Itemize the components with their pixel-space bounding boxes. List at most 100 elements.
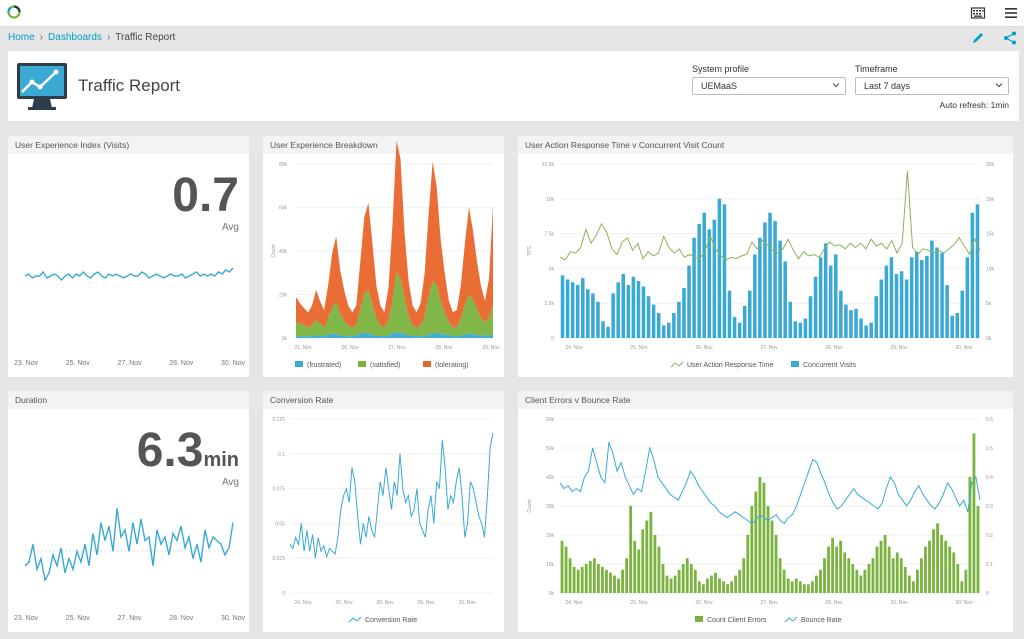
x-tick-label: 21. Nov [294,345,312,351]
bar [768,212,772,338]
chevron-down-icon [832,83,840,88]
bar [823,558,826,593]
x-tick-label: 30. Nov [458,600,476,606]
bar [867,564,871,593]
response-time-chart: 0 2.5k 5k 7.5k 10k 12.5k 0k 5k 10k 15k 20k 25k TPS 24… [527,162,995,369]
y-left-tick-label: 40k [546,475,555,481]
y-tick-label: 0.05 [275,521,285,527]
dashboard-header: Traffic Report System profile UEMaaS Tim… [8,51,1019,121]
bar [641,529,645,593]
y-left-tick-label: 2.5k [545,301,555,307]
bar [940,253,944,338]
bar [601,321,605,338]
client-errors-tile[interactable]: Client Errors v Bounce Rate 0k 10k 20k 30k 4… [518,391,1013,632]
bar [774,535,778,593]
keyboard-icon[interactable] [970,5,986,21]
bar [935,247,939,338]
bar [568,558,572,593]
bar [609,572,612,593]
bar [727,290,732,338]
bar [875,546,879,593]
x-tick-label: 28. Nov [825,345,843,351]
x-tick-label: 24. Nov [565,345,583,351]
bar [677,569,681,593]
bar [793,321,798,338]
bar [701,584,705,593]
bar [936,523,940,593]
legend-label: Conversion Rate [365,617,417,624]
series-line [24,267,234,282]
x-tick-label: 26. Nov [695,345,713,351]
y-right-tick-label: 15k [986,232,995,238]
area-frustrated [296,332,493,338]
tile-header: User Experience Index (Visits) [8,136,249,154]
timeframe-select[interactable]: Last 7 days [855,77,1009,95]
bar [692,237,696,338]
bar [730,581,734,593]
system-profile-select[interactable]: UEMaaS [692,77,846,95]
y-left-tick-label: 5k [549,266,555,272]
share-icon[interactable] [1002,30,1018,46]
bar [794,578,798,593]
bar [682,287,686,338]
response-time-tile[interactable]: User Action Response Time v Concurrent V… [518,136,1013,377]
duration-tile[interactable]: Duration 6.3min Avg 23. Nov 25. Nov 27. No… [8,391,249,632]
ux-breakdown-tile[interactable]: User Experience Breakdown 0k 20k 40k 60k 80k… [263,136,504,377]
series-line [289,432,494,559]
bar [766,506,770,593]
y-tick-label: 0k [282,336,288,342]
y-axis-label: Count [527,499,533,513]
bar [714,572,717,593]
bar [600,566,604,593]
area-tolerating [296,140,493,328]
bar [965,257,970,338]
bar [874,296,879,338]
bar [722,581,725,593]
legend-line-swatch [348,616,362,623]
bar [976,506,980,593]
bar [581,278,585,338]
legend-bar-swatch [791,361,799,367]
x-tick-label: 24. Nov [565,600,583,606]
bar [773,221,777,338]
top-bar [0,0,1024,27]
bar [932,529,935,593]
y-left-tick-label: 7.5k [545,232,555,238]
uxi-tile[interactable]: User Experience Index (Visits) 0.7 Avg 2… [8,136,249,377]
edit-pencil-icon[interactable] [970,30,986,46]
x-tick-label: 25. Nov [66,360,91,367]
x-tick-label: 23. Nov [14,615,39,622]
bar [864,325,868,338]
duration-value: 6.3min [137,423,239,478]
bar [909,257,914,338]
bar [584,564,588,593]
bar [586,289,590,338]
y-tick-label: 40k [279,249,288,255]
bar [613,575,616,593]
y-left-tick-label: 30k [546,504,555,510]
x-tick-label: 26. Nov [335,600,353,606]
app-logo-icon[interactable] [7,5,21,19]
bar [782,569,786,593]
bar [651,304,656,338]
bar [636,280,641,338]
bar [672,312,676,338]
y-left-tick-label: 60k [546,417,555,423]
x-tick-label: 27. Nov [760,600,778,606]
y-right-tick-label: 0.2 [986,533,993,539]
bar [972,433,976,593]
y-axis-label: Count [271,244,277,258]
bar [572,566,576,593]
hamburger-menu-icon[interactable] [1003,5,1019,21]
bar [835,546,839,593]
conversion-rate-chart: 0 0.025 0.05 0.075 0.1 0.125 24. Nov 26. Nov 28.… [272,417,494,624]
breadcrumb-dashboards-link[interactable]: Dashboards [48,32,102,43]
bar [815,575,818,593]
breadcrumb-home-link[interactable]: Home [8,32,35,43]
y-right-tick-label: 0.1 [986,562,993,568]
conversion-rate-tile[interactable]: Conversion Rate 0 0.025 0.05 0.075 0.1 0.125 2… [263,391,504,632]
bar [753,254,757,338]
bar [747,290,752,338]
breadcrumb: Home › Dashboards › Traffic Report [8,32,175,43]
bar [770,520,774,593]
